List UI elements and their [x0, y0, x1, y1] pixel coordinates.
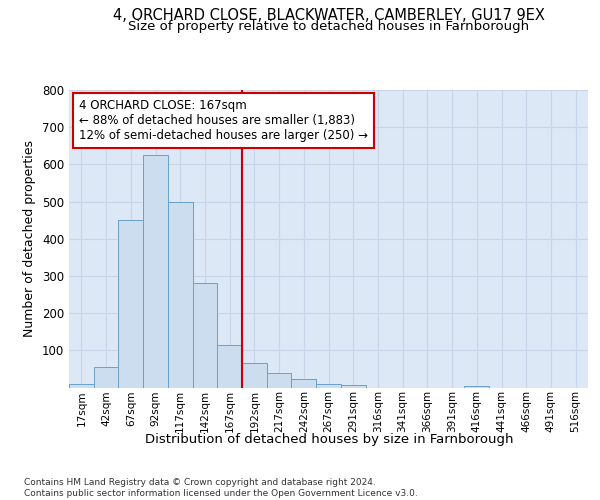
Text: 4 ORCHARD CLOSE: 167sqm
← 88% of detached houses are smaller (1,883)
12% of semi: 4 ORCHARD CLOSE: 167sqm ← 88% of detache…	[79, 99, 368, 142]
Text: Distribution of detached houses by size in Farnborough: Distribution of detached houses by size …	[145, 432, 513, 446]
Bar	[341, 384, 365, 388]
Bar	[94, 367, 118, 388]
Bar	[242, 364, 267, 388]
Text: Contains HM Land Registry data © Crown copyright and database right 2024.
Contai: Contains HM Land Registry data © Crown c…	[24, 478, 418, 498]
Bar	[217, 344, 242, 388]
Bar	[118, 220, 143, 388]
Bar	[69, 384, 94, 388]
Text: 4, ORCHARD CLOSE, BLACKWATER, CAMBERLEY, GU17 9EX: 4, ORCHARD CLOSE, BLACKWATER, CAMBERLEY,…	[113, 8, 545, 22]
Bar	[168, 202, 193, 388]
Bar	[316, 384, 341, 388]
Bar	[292, 380, 316, 388]
Bar	[267, 374, 292, 388]
Text: Size of property relative to detached houses in Farnborough: Size of property relative to detached ho…	[128, 20, 529, 33]
Bar	[193, 284, 217, 388]
Bar	[143, 155, 168, 388]
Y-axis label: Number of detached properties: Number of detached properties	[23, 140, 37, 337]
Bar	[464, 386, 489, 388]
